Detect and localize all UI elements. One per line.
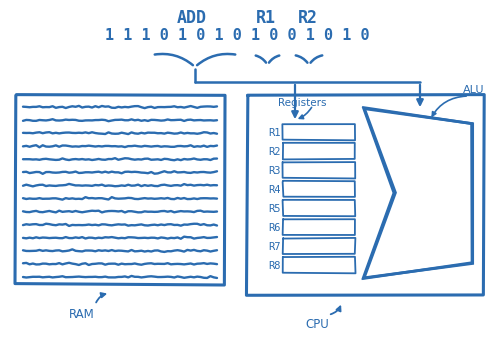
- Text: CPU: CPU: [305, 318, 329, 331]
- Text: R8: R8: [268, 260, 281, 271]
- Text: R4: R4: [268, 184, 281, 195]
- Text: ALU: ALU: [463, 85, 485, 95]
- Text: R1: R1: [256, 9, 276, 27]
- Text: R5: R5: [268, 203, 281, 214]
- Text: R6: R6: [268, 222, 281, 233]
- Text: ADD: ADD: [177, 9, 207, 27]
- Text: R7: R7: [268, 241, 281, 252]
- Text: R2: R2: [298, 9, 318, 27]
- Text: R1: R1: [268, 127, 281, 138]
- Text: R2: R2: [268, 146, 281, 157]
- Text: Registers: Registers: [278, 98, 326, 108]
- Text: 1 1 1 0 1 0 1 0 1 0 0 1 0 1 0: 1 1 1 0 1 0 1 0 1 0 0 1 0 1 0: [104, 27, 370, 43]
- Text: R3: R3: [268, 165, 281, 176]
- Text: RAM: RAM: [69, 308, 95, 321]
